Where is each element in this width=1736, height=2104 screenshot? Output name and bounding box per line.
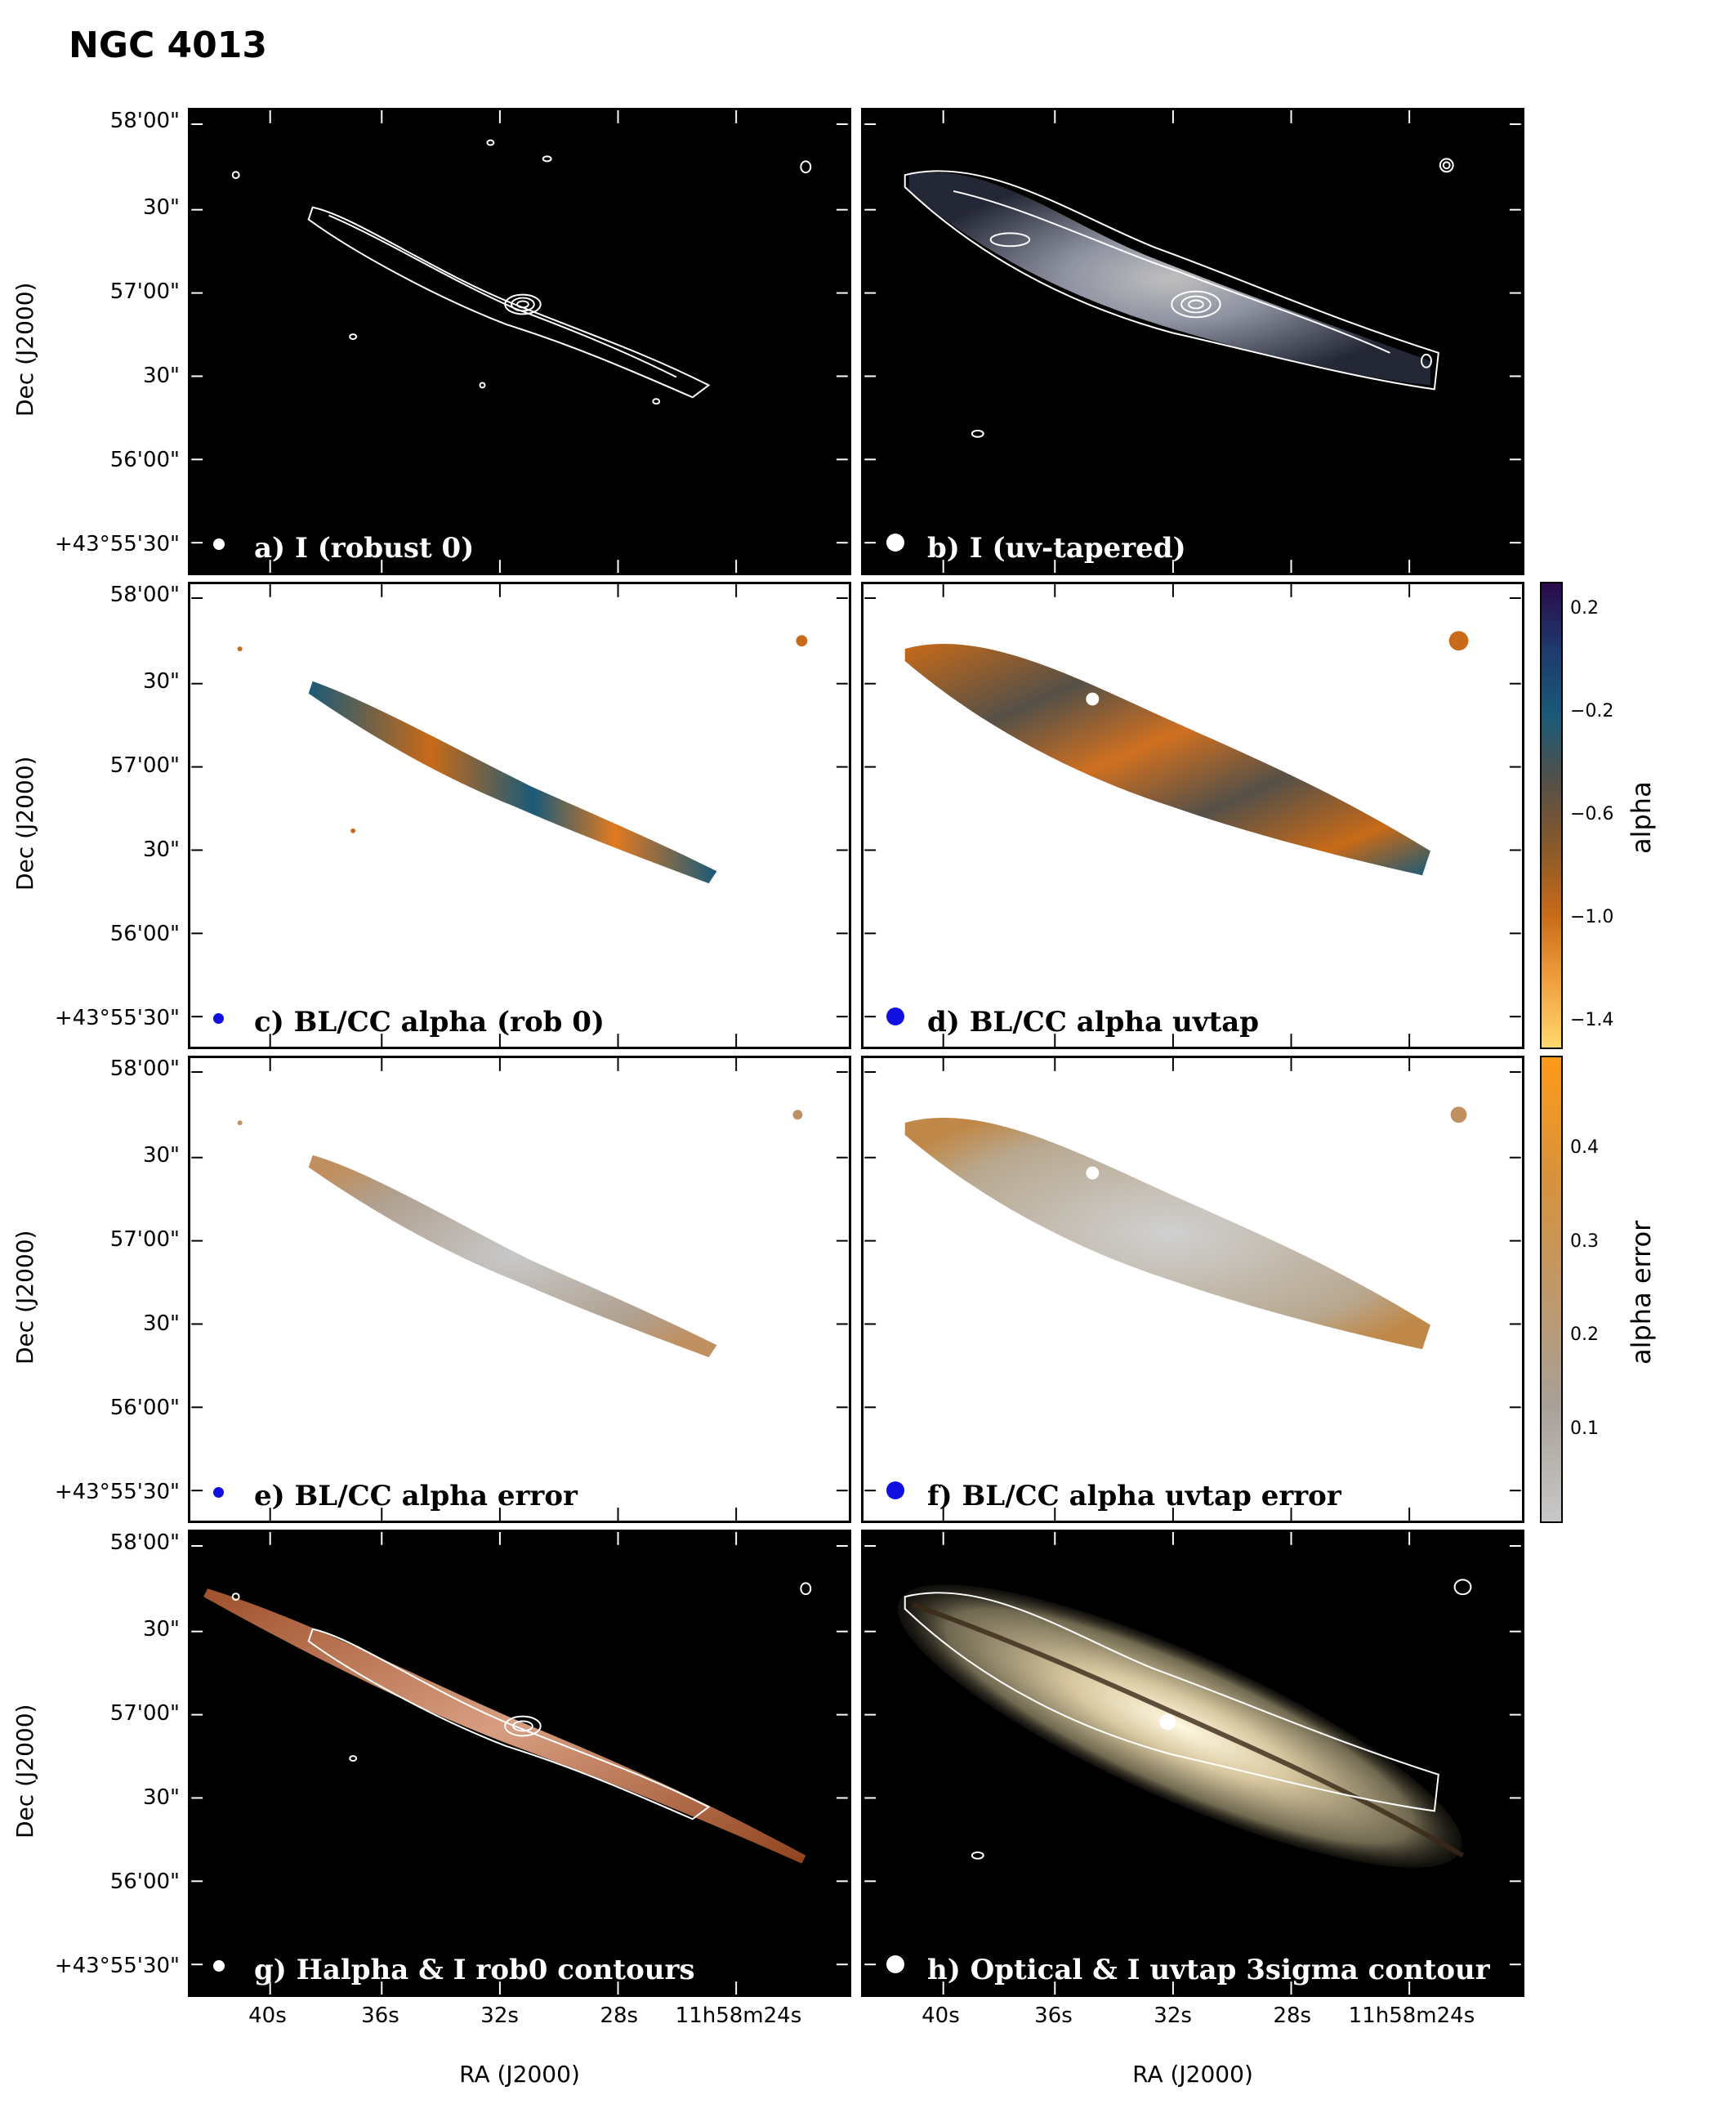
- y-tick-label: +43°55'30": [54, 1479, 180, 1504]
- alpha-map: [237, 635, 808, 884]
- y-tick-label: 30": [142, 363, 180, 388]
- x-axis-title: RA (J2000): [459, 2061, 580, 2088]
- panel-g-halpha-with-contours: g) Halpha & I rob0 contours: [188, 1530, 851, 1997]
- panel-label: a) I (robust 0): [254, 532, 475, 565]
- colorbar-tick-label: −0.6: [1570, 804, 1614, 824]
- alpha-error-map: [904, 1106, 1467, 1350]
- y-tick-label: 57'00": [109, 753, 180, 778]
- panel-f-alpha-error-uvtap: f) BL/CC alpha uvtap error: [861, 1056, 1524, 1523]
- x-tick-label: 36s: [361, 2003, 399, 2028]
- x-tick-label: 28s: [1273, 2003, 1312, 2028]
- panel-label: h) Optical & I uvtap 3sigma contour: [927, 1954, 1490, 1986]
- beam-marker: [886, 534, 904, 552]
- panel-label: c) BL/CC alpha (rob 0): [254, 1006, 605, 1039]
- y-tick-label: 56'00": [109, 1869, 180, 1894]
- optical-image: [897, 1579, 1472, 1868]
- y-tick-label: +43°55'30": [54, 1005, 180, 1030]
- y-tick-label: 58'00": [109, 1056, 180, 1082]
- y-tick-label: 30": [142, 1785, 180, 1810]
- y-axis-title: Dec (J2000): [11, 756, 38, 891]
- contour-map: [904, 158, 1454, 438]
- y-tick-label: 30": [142, 837, 180, 862]
- colorbar-tick-label: −1.0: [1570, 906, 1614, 927]
- colorbar-tick-label: 0.1: [1570, 1418, 1599, 1439]
- y-tick-label: 57'00": [109, 1226, 180, 1252]
- y-tick-label: 58'00": [109, 1530, 180, 1556]
- y-axis-title: Dec (J2000): [11, 1704, 38, 1838]
- colorbar-tick-label: 0.2: [1570, 1324, 1599, 1346]
- figure-title: NGC 4013: [69, 25, 268, 66]
- colorbar-tick-label: −1.4: [1570, 1009, 1614, 1030]
- colorbar-alpha: [1540, 582, 1563, 1049]
- y-tick-label: 57'00": [109, 1700, 180, 1726]
- colorbar-tick-label: 0.4: [1570, 1137, 1599, 1159]
- colorbar-alpha-title: alpha: [1626, 781, 1657, 854]
- panel-h-optical-with-contour: h) Optical & I uvtap 3sigma contour: [861, 1530, 1524, 1997]
- y-tick-label: 56'00": [109, 1395, 180, 1420]
- beam-marker: [213, 1960, 225, 1972]
- panel-label: b) I (uv-tapered): [927, 532, 1186, 565]
- y-tick-label: 30": [142, 1311, 180, 1336]
- beam-marker: [213, 1013, 224, 1024]
- panel-label: g) Halpha & I rob0 contours: [254, 1954, 695, 1986]
- x-tick-label: 28s: [600, 2003, 639, 2028]
- beam-marker: [213, 1487, 224, 1498]
- x-tick-label: 11h58m24s: [675, 2003, 802, 2028]
- colorbar-tick-label: 0.2: [1570, 598, 1599, 619]
- x-tick-label: 32s: [1154, 2003, 1192, 2028]
- x-tick-label: 11h58m24s: [1348, 2003, 1475, 2028]
- panel-d-alpha-uvtap: d) BL/CC alpha uvtap: [861, 582, 1524, 1049]
- x-tick-label: 32s: [480, 2003, 519, 2028]
- beam-marker: [886, 1007, 904, 1025]
- y-tick-label: 30": [142, 668, 180, 694]
- y-tick-label: 58'00": [109, 583, 180, 608]
- y-tick-label: 57'00": [109, 279, 180, 304]
- y-axis-title: Dec (J2000): [11, 1230, 38, 1365]
- contour-map: [231, 139, 812, 405]
- x-axis-title: RA (J2000): [1132, 2061, 1253, 2088]
- y-tick-label: 30": [142, 1142, 180, 1168]
- panel-label: f) BL/CC alpha uvtap error: [927, 1480, 1341, 1512]
- alpha-map: [904, 631, 1469, 876]
- y-tick-label: +43°55'30": [54, 531, 180, 556]
- y-tick-label: +43°55'30": [54, 1953, 180, 1978]
- beam-marker: [213, 538, 225, 550]
- x-tick-label: 40s: [922, 2003, 960, 2028]
- colorbar-alpha-error-title: alpha error: [1626, 1220, 1657, 1365]
- colorbar-tick-label: 0.3: [1570, 1231, 1599, 1252]
- beam-marker: [886, 1481, 904, 1499]
- x-tick-label: 40s: [248, 2003, 287, 2028]
- alpha-error-map: [237, 1110, 803, 1358]
- panel-label: d) BL/CC alpha uvtap: [927, 1006, 1260, 1039]
- y-tick-label: 58'00": [109, 109, 180, 134]
- beam-marker: [886, 1955, 904, 1973]
- colorbar-tick-label: −0.2: [1570, 701, 1614, 722]
- colorbar-alpha-error: [1540, 1056, 1563, 1523]
- panel-b-stokes-i-uvtapered: b) I (uv-tapered): [861, 108, 1524, 575]
- panel-c-alpha-robust0: c) BL/CC alpha (rob 0): [188, 582, 851, 1049]
- panel-a-stokes-i-robust0: a) I (robust 0): [188, 108, 851, 575]
- panel-label: e) BL/CC alpha error: [254, 1480, 578, 1512]
- y-axis-title: Dec (J2000): [11, 282, 38, 417]
- y-tick-label: 30": [142, 194, 180, 220]
- panel-e-alpha-error-robust0: e) BL/CC alpha error: [188, 1056, 851, 1523]
- y-tick-label: 30": [142, 1616, 180, 1642]
- x-tick-label: 36s: [1034, 2003, 1073, 2028]
- y-tick-label: 56'00": [109, 921, 180, 946]
- y-tick-label: 56'00": [109, 447, 180, 472]
- halpha-image: [203, 1582, 812, 1864]
